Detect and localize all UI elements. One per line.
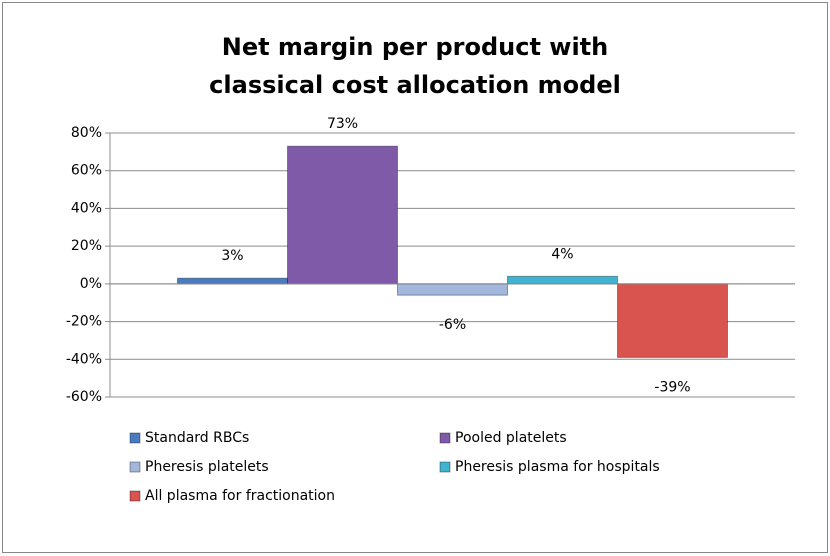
legend-label: Standard RBCs bbox=[145, 430, 249, 446]
legend-label: Pheresis plasma for hospitals bbox=[455, 459, 660, 475]
legend-swatch bbox=[129, 461, 141, 473]
bar bbox=[177, 277, 288, 285]
data-label: 73% bbox=[327, 116, 358, 132]
legend-label: Pheresis platelets bbox=[145, 459, 269, 475]
y-tick-label: 40% bbox=[71, 200, 102, 216]
y-tick-label: 60% bbox=[71, 163, 102, 179]
y-tick-label: -40% bbox=[66, 351, 102, 367]
bar bbox=[397, 283, 508, 296]
legend-label: All plasma for fractionation bbox=[145, 488, 335, 504]
bar bbox=[617, 283, 728, 358]
y-tick-label: -60% bbox=[66, 389, 102, 405]
data-label: -39% bbox=[654, 379, 690, 395]
y-tick-label: 20% bbox=[71, 238, 102, 254]
legend-label: Pooled platelets bbox=[455, 430, 567, 446]
y-tick-label: 0% bbox=[80, 276, 102, 292]
legend-swatch bbox=[439, 432, 451, 444]
legend-swatch bbox=[439, 461, 451, 473]
data-label: 4% bbox=[551, 246, 573, 262]
y-tick-label: 80% bbox=[71, 125, 102, 141]
data-label: -6% bbox=[439, 317, 466, 333]
legend-swatch bbox=[129, 490, 141, 502]
bar bbox=[287, 145, 398, 285]
data-label: 3% bbox=[221, 248, 243, 264]
y-tick-label: -20% bbox=[66, 314, 102, 330]
bar bbox=[507, 275, 618, 285]
legend-swatch bbox=[129, 432, 141, 444]
chart-title: Net margin per product with classical co… bbox=[209, 33, 621, 99]
